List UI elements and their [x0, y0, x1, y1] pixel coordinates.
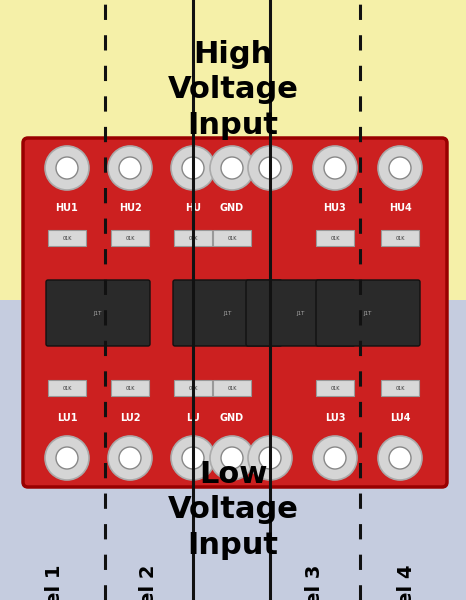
Text: LU1: LU1	[57, 413, 77, 423]
Circle shape	[119, 447, 141, 469]
Text: Channel 2: Channel 2	[138, 565, 158, 600]
Circle shape	[259, 157, 281, 179]
Circle shape	[210, 436, 254, 480]
Bar	[174, 230, 212, 246]
Text: 01K: 01K	[125, 235, 135, 241]
Bar	[111, 230, 149, 246]
Text: LU4: LU4	[390, 413, 410, 423]
Text: 01K: 01K	[395, 235, 405, 241]
Bar	[48, 230, 86, 246]
Circle shape	[45, 436, 89, 480]
Circle shape	[378, 146, 422, 190]
Text: LU: LU	[186, 413, 200, 423]
Bar	[48, 380, 86, 396]
Text: LU2: LU2	[120, 413, 140, 423]
Text: HU4: HU4	[389, 203, 411, 213]
Circle shape	[324, 447, 346, 469]
Text: HU1: HU1	[55, 203, 78, 213]
Circle shape	[248, 146, 292, 190]
Bar	[381, 230, 419, 246]
Text: Channel 1: Channel 1	[46, 565, 64, 600]
Circle shape	[221, 157, 243, 179]
Circle shape	[182, 157, 204, 179]
Circle shape	[45, 146, 89, 190]
Circle shape	[56, 447, 78, 469]
Circle shape	[378, 436, 422, 480]
Text: 01K: 01K	[125, 385, 135, 391]
Text: HU2: HU2	[119, 203, 141, 213]
Bar	[316, 380, 354, 396]
Text: 01K: 01K	[227, 385, 237, 391]
Circle shape	[313, 436, 357, 480]
Circle shape	[171, 146, 215, 190]
Text: Channel 3: Channel 3	[306, 565, 324, 600]
Bar	[213, 230, 251, 246]
Circle shape	[108, 146, 152, 190]
Circle shape	[171, 436, 215, 480]
Text: 01K: 01K	[188, 385, 198, 391]
Text: 01K: 01K	[62, 235, 72, 241]
Text: 01K: 01K	[227, 235, 237, 241]
FancyBboxPatch shape	[246, 280, 355, 346]
Text: 01K: 01K	[395, 385, 405, 391]
Circle shape	[324, 157, 346, 179]
FancyBboxPatch shape	[23, 138, 447, 487]
Text: GND: GND	[220, 413, 244, 423]
Bar	[381, 380, 419, 396]
Text: 01K: 01K	[330, 385, 340, 391]
Bar	[316, 230, 354, 246]
Text: GND: GND	[220, 203, 244, 213]
Bar	[0, 0, 466, 300]
Circle shape	[221, 447, 243, 469]
Circle shape	[182, 447, 204, 469]
FancyBboxPatch shape	[46, 280, 150, 346]
Circle shape	[389, 447, 411, 469]
Text: HU3: HU3	[323, 203, 346, 213]
Text: J1T: J1T	[296, 311, 305, 316]
Circle shape	[56, 157, 78, 179]
Bar	[213, 380, 251, 396]
FancyBboxPatch shape	[316, 280, 420, 346]
Text: Channel 4: Channel 4	[397, 565, 417, 600]
FancyBboxPatch shape	[173, 280, 282, 346]
Text: J1T: J1T	[223, 311, 232, 316]
Text: 01K: 01K	[62, 385, 72, 391]
Circle shape	[389, 157, 411, 179]
Text: 01K: 01K	[330, 235, 340, 241]
Bar	[111, 380, 149, 396]
Circle shape	[108, 436, 152, 480]
Circle shape	[119, 157, 141, 179]
Text: J1T: J1T	[364, 311, 372, 316]
Bar	[0, 300, 466, 600]
Circle shape	[259, 447, 281, 469]
Text: High
Voltage
Input: High Voltage Input	[168, 40, 298, 140]
Circle shape	[313, 146, 357, 190]
Text: J1T: J1T	[94, 311, 102, 316]
Bar	[174, 380, 212, 396]
Circle shape	[210, 146, 254, 190]
Text: HU: HU	[185, 203, 201, 213]
Circle shape	[248, 436, 292, 480]
Text: Low
Voltage
Input: Low Voltage Input	[168, 460, 298, 560]
Text: LU3: LU3	[325, 413, 345, 423]
Text: 01K: 01K	[188, 235, 198, 241]
